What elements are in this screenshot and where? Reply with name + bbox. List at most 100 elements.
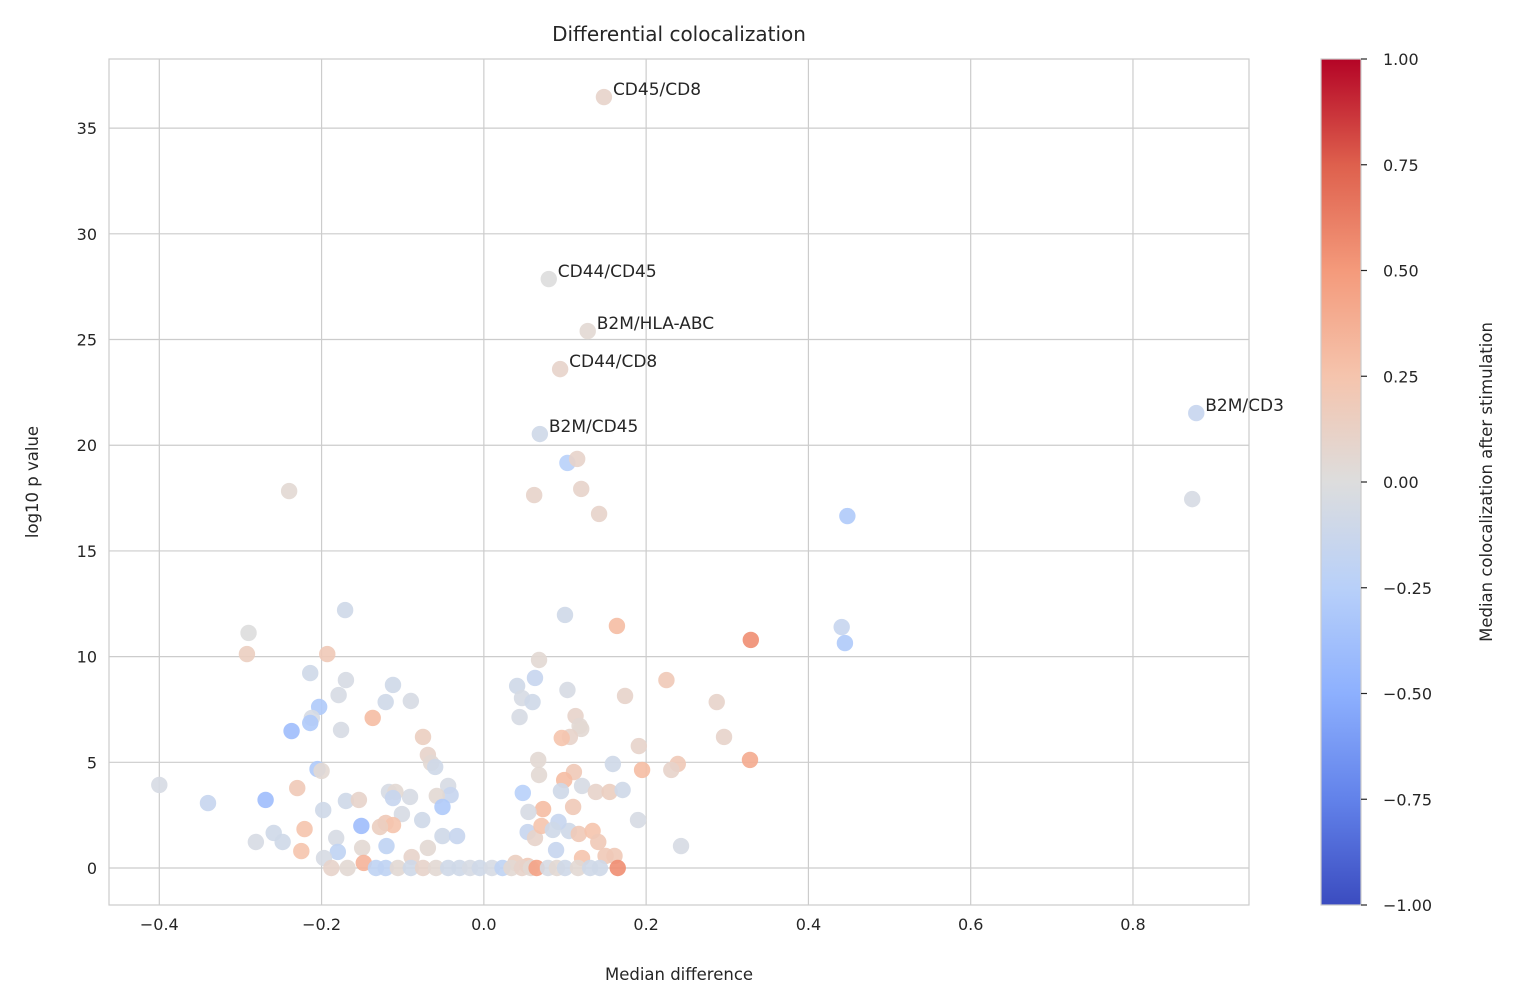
x-axis-label: Median difference	[605, 965, 753, 984]
point-annotation: B2M/CD45	[549, 417, 638, 437]
y-axis-label: log10 p value	[23, 426, 42, 538]
y-ticks: 0 5 10 15 20 25 30 35	[77, 119, 97, 878]
data-point	[616, 687, 634, 705]
data-point	[434, 827, 451, 845]
data-point	[530, 751, 547, 769]
data-point	[419, 839, 437, 857]
data-point	[608, 617, 626, 635]
data-point	[384, 676, 402, 694]
data-point	[534, 800, 552, 818]
data-point	[302, 714, 319, 732]
data-point	[402, 692, 420, 710]
data-point	[526, 669, 544, 687]
plot-area	[109, 59, 1249, 905]
data-point	[672, 837, 690, 855]
data-point	[614, 781, 631, 799]
data-point	[530, 766, 548, 784]
data-point	[630, 737, 648, 755]
data-point	[332, 721, 350, 739]
data-point	[414, 728, 432, 746]
data-point	[839, 507, 856, 525]
data-point	[633, 761, 651, 779]
data-point	[573, 720, 590, 738]
x-tick-label: −0.4	[140, 915, 179, 934]
data-point	[377, 859, 394, 877]
colorbar-tick-label: −0.75	[1383, 790, 1432, 809]
colorbar-tick-label: −0.50	[1383, 685, 1432, 704]
data-point	[442, 786, 459, 804]
data-point	[514, 784, 532, 802]
data-point	[337, 792, 355, 810]
data-point	[296, 820, 313, 838]
data-point	[629, 811, 647, 829]
data-point	[289, 779, 306, 797]
data-point	[402, 859, 420, 877]
data-point	[339, 859, 356, 877]
data-point	[426, 758, 444, 776]
annotated-point	[595, 88, 613, 106]
data-point	[559, 681, 576, 699]
x-tick-label: 0.2	[633, 915, 658, 934]
x-tick-label: −0.2	[302, 915, 341, 934]
data-point	[247, 833, 265, 851]
data-point	[708, 693, 725, 711]
data-point	[257, 791, 274, 809]
colorbar-ticks: −1.00 −0.75 −0.50 −0.25 0.00 0.25 0.50 0.75 1.00	[1361, 50, 1432, 915]
grid	[109, 59, 1249, 905]
data-point	[364, 709, 381, 727]
colorbar-tick-label: 0.25	[1383, 367, 1419, 386]
data-point	[293, 842, 310, 860]
data-point	[609, 859, 626, 877]
data-point	[715, 728, 733, 746]
data-point	[434, 798, 451, 816]
y-tick-label: 20	[77, 436, 97, 455]
data-point	[199, 794, 217, 812]
data-point	[568, 450, 586, 468]
data-point	[319, 645, 336, 663]
data-point	[302, 664, 319, 682]
data-point	[238, 645, 256, 663]
colorbar-label: Median colocalization after stimulation	[1477, 322, 1496, 642]
data-point	[448, 827, 466, 845]
y-tick-label: 0	[87, 859, 97, 878]
annotated-point	[531, 425, 549, 443]
colorbar-tick-label: 0.50	[1383, 262, 1419, 281]
point-annotation: CD45/CD8	[613, 80, 701, 100]
data-point	[274, 833, 291, 851]
data-point	[742, 631, 760, 649]
colorbar-tick-label: 0.75	[1383, 156, 1419, 175]
data-point	[414, 859, 432, 877]
annotated-point	[579, 322, 596, 340]
data-point	[524, 693, 541, 711]
data-point	[384, 789, 402, 807]
data-point	[525, 486, 543, 504]
colorbar	[1320, 58, 1362, 906]
data-point	[590, 505, 608, 523]
data-point	[552, 782, 570, 800]
y-tick-label: 15	[77, 542, 97, 561]
data-point	[530, 651, 548, 669]
annotations: CD45/CD8 CD44/CD45 B2M/HLA-ABC CD44/CD8 B2M/…	[549, 80, 1284, 437]
points	[151, 88, 1205, 877]
y-tick-label: 25	[77, 331, 97, 350]
data-point	[564, 798, 582, 816]
data-point	[658, 671, 675, 689]
point-annotation: CD44/CD8	[569, 352, 657, 372]
x-ticks: −0.4 −0.2 0.0 0.2 0.4 0.6 0.8	[140, 915, 1146, 934]
data-point	[601, 783, 618, 801]
data-point	[553, 729, 570, 747]
data-point	[413, 811, 431, 829]
colorbar-tick-label: 0.00	[1383, 473, 1419, 492]
data-point	[371, 818, 389, 836]
data-point	[439, 859, 457, 877]
data-point	[604, 755, 622, 773]
data-point	[544, 821, 562, 839]
x-tick-label: 0.8	[1120, 915, 1145, 934]
x-tick-label: 0.4	[796, 915, 821, 934]
colorbar-tick-label: −1.00	[1383, 896, 1432, 915]
data-point	[471, 859, 489, 877]
x-tick-label: 0.6	[958, 915, 983, 934]
data-point	[323, 859, 340, 877]
point-annotation: B2M/HLA-ABC	[597, 314, 714, 334]
data-point	[663, 761, 680, 779]
